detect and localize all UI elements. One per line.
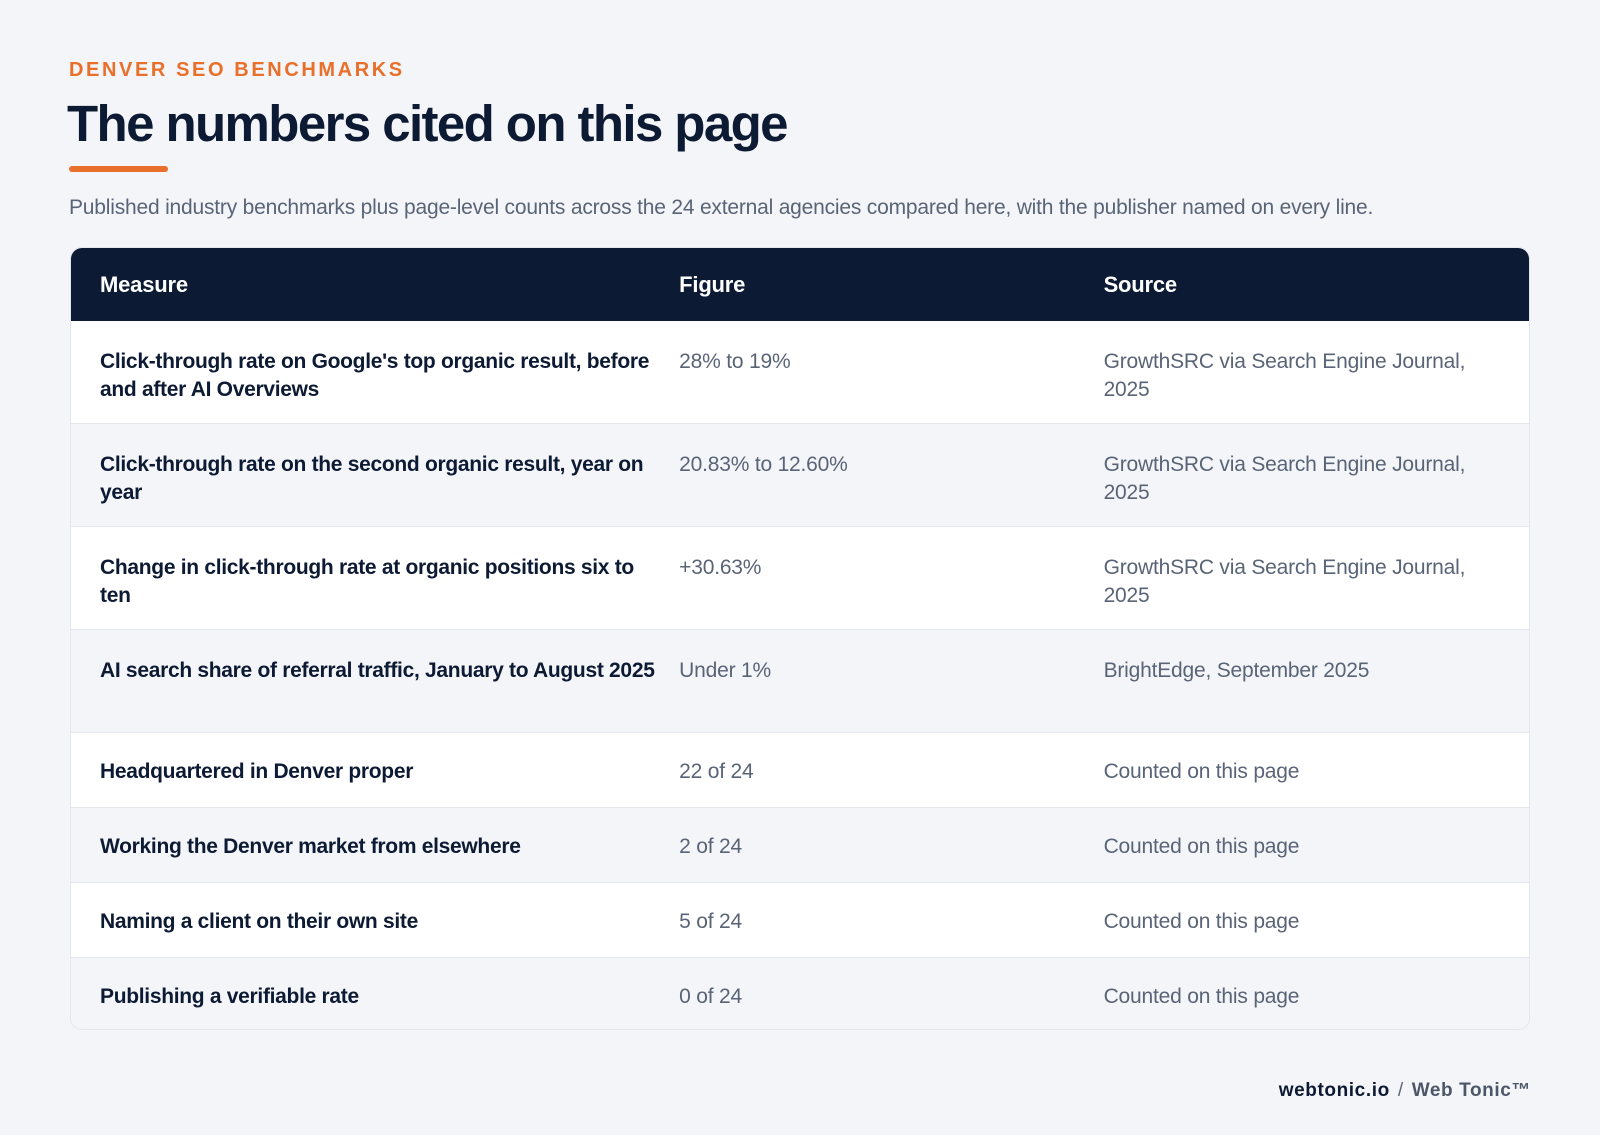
- eyebrow-label: DENVER SEO BENCHMARKS: [69, 59, 405, 81]
- measure-cell: Headquartered in Denver proper: [100, 760, 414, 783]
- measure-cell: Click-through rate on the second organic…: [100, 453, 644, 504]
- figure-cell: Under 1%: [679, 659, 771, 682]
- figure-cell: 5 of 24: [679, 910, 742, 933]
- source-cell: Counted on this page: [1103, 985, 1300, 1008]
- measure-cell: Change in click-through rate at organic …: [100, 556, 634, 607]
- footer-domain: webtonic.io: [1278, 1080, 1390, 1101]
- page-title: The numbers cited on this page: [67, 95, 789, 152]
- figure-cell: 28% to 19%: [679, 350, 791, 373]
- footer-credit: webtonic.io / Web Tonic™: [1279, 1080, 1531, 1102]
- source-cell: BrightEdge, September 2025: [1103, 659, 1370, 682]
- page-subtitle: Published industry benchmarks plus page-…: [69, 196, 1374, 219]
- benchmarks-table: Measure Figure Source Click-through rate…: [70, 247, 1530, 1030]
- measure-cell: Publishing a verifiable rate: [100, 985, 359, 1008]
- source-cell: GrowthSRC via Search Engine Journal, 202…: [1103, 350, 1466, 401]
- table-row: Working the Denver market from elsewhere…: [71, 808, 1529, 883]
- source-cell: Counted on this page: [1103, 910, 1300, 933]
- figure-cell: 20.83% to 12.60%: [679, 453, 848, 476]
- accent-rule: [69, 166, 168, 172]
- measure-cell: Click-through rate on Google's top organ…: [100, 350, 650, 401]
- source-cell: GrowthSRC via Search Engine Journal, 202…: [1103, 556, 1466, 607]
- table-header: Measure Figure Source: [71, 248, 1529, 321]
- header-source: Source: [1103, 271, 1178, 297]
- measure-cell: Naming a client on their own site: [100, 910, 418, 933]
- table-row: Publishing a verifiable rate 0 of 24 Cou…: [71, 958, 1529, 1029]
- measure-cell: AI search share of referral traffic, Jan…: [100, 659, 655, 682]
- measure-cell: Working the Denver market from elsewhere: [100, 835, 521, 858]
- table-row: AI search share of referral traffic, Jan…: [71, 630, 1529, 733]
- figure-cell: +30.63%: [679, 556, 762, 579]
- footer-separator: /: [1397, 1080, 1404, 1101]
- footer-brand: Web Tonic™: [1411, 1080, 1531, 1101]
- figure-cell: 22 of 24: [679, 760, 754, 783]
- source-cell: GrowthSRC via Search Engine Journal, 202…: [1103, 453, 1466, 504]
- source-cell: Counted on this page: [1103, 760, 1300, 783]
- figure-cell: 0 of 24: [679, 985, 742, 1008]
- table-row: Click-through rate on Google's top organ…: [71, 321, 1529, 424]
- table-row: Naming a client on their own site 5 of 2…: [71, 883, 1529, 958]
- source-cell: Counted on this page: [1103, 835, 1300, 858]
- table-row: Change in click-through rate at organic …: [71, 527, 1529, 630]
- table-row: Headquartered in Denver proper 22 of 24 …: [71, 733, 1529, 808]
- header-figure: Figure: [679, 271, 746, 297]
- figure-cell: 2 of 24: [679, 835, 742, 858]
- header-measure: Measure: [100, 271, 188, 297]
- table-row: Click-through rate on the second organic…: [71, 424, 1529, 527]
